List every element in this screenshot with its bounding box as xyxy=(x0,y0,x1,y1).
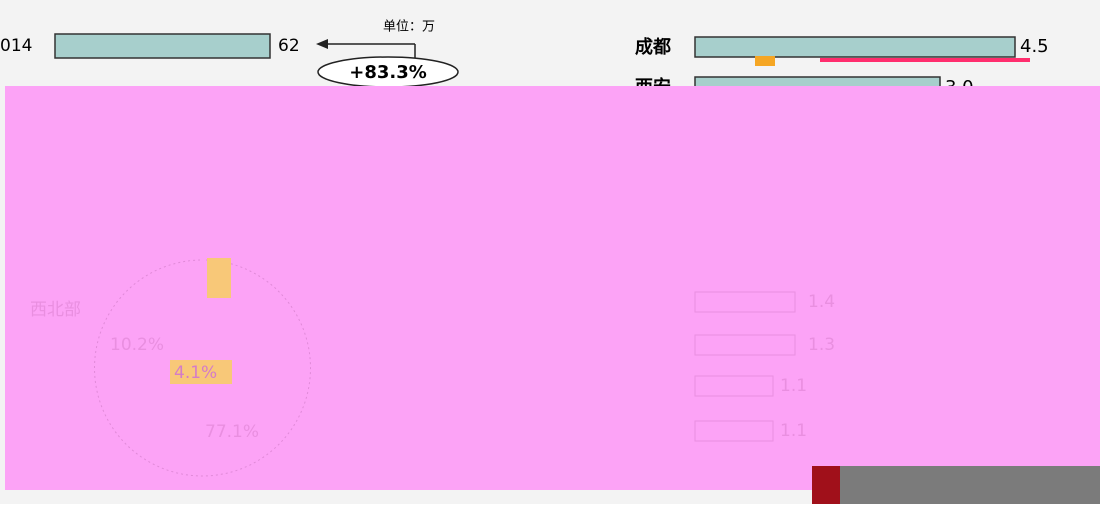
bar-value: 1.4 xyxy=(808,292,835,312)
bar-value: 62 xyxy=(278,36,300,56)
pie-value: 10.2% xyxy=(110,335,164,355)
pie-slice xyxy=(207,258,231,298)
bar xyxy=(694,36,1016,58)
growth-label: +83.3% xyxy=(349,62,427,83)
pie-outline xyxy=(94,259,311,477)
pie-label: 西北部 xyxy=(30,300,81,320)
overlay xyxy=(5,86,1100,490)
bar xyxy=(694,375,774,397)
faint-content: 西北部 10.2% 4.1% 77.1% 1.4 1.3 1.1 1.1 xyxy=(30,258,835,477)
pie-slice xyxy=(170,360,232,384)
row-label: 成都 xyxy=(635,36,671,58)
bar xyxy=(694,420,774,442)
pie-value: 77.1% xyxy=(205,422,259,442)
bar xyxy=(54,33,271,59)
bar xyxy=(694,334,796,356)
bar-value: 1.3 xyxy=(808,335,835,355)
bar-value: 1.1 xyxy=(780,376,807,396)
bar-value: 4.5 xyxy=(1020,36,1049,57)
glitch xyxy=(820,58,1030,62)
footer-block xyxy=(812,466,840,504)
unit-label: 单位：万 xyxy=(383,20,435,35)
footer-bar xyxy=(840,466,1100,504)
row-label: 014 xyxy=(0,36,32,56)
glitch xyxy=(755,56,775,66)
bar xyxy=(694,291,796,313)
arrow-head xyxy=(316,39,328,49)
bar-value: 1.1 xyxy=(780,421,807,441)
pie-value: 4.1% xyxy=(174,363,217,383)
